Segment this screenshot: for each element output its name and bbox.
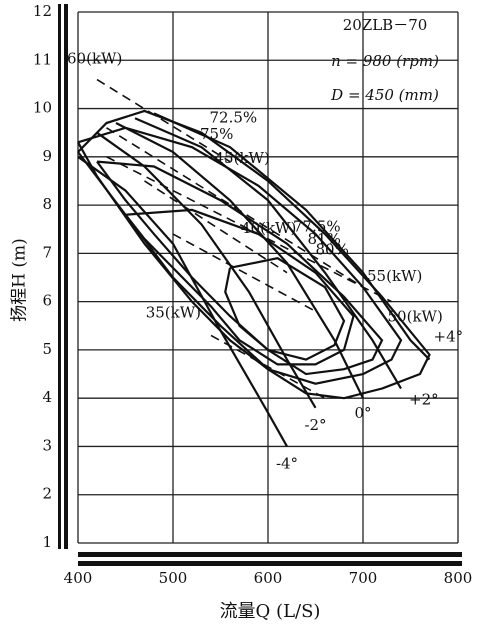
curve-label: -2°	[304, 416, 326, 434]
y-tick-label: 10	[33, 99, 52, 117]
x-tick-label: 700	[349, 569, 378, 587]
y-tick-label: 9	[42, 147, 52, 165]
curve	[106, 127, 364, 288]
curve-label: 0°	[354, 404, 371, 422]
curve	[106, 156, 392, 303]
curve	[96, 78, 231, 163]
x-tick-label: 500	[159, 569, 188, 587]
curve-label: 72.5%	[210, 109, 258, 127]
curve-label: 75%	[200, 125, 233, 143]
x-tick-label: 600	[254, 569, 283, 587]
curve	[96, 160, 384, 376]
annotation: D = 450 (mm)	[330, 86, 439, 104]
curve	[172, 233, 316, 312]
axis-bar-gap	[78, 557, 462, 561]
curve-label: 35(kW)	[146, 303, 201, 321]
curve-label: 55(kW)	[367, 267, 422, 285]
annotation: n = 980 (rpm)	[331, 52, 439, 70]
curve-label: 81%	[308, 230, 341, 248]
curve-label: 80%	[316, 241, 349, 259]
curve	[115, 122, 364, 399]
curve	[77, 109, 431, 400]
curve-label: +4°	[434, 328, 464, 346]
y-tick-label: 5	[42, 340, 52, 358]
curve	[144, 180, 288, 274]
y-tick-label: 12	[33, 2, 52, 20]
y-tick-label: 2	[42, 485, 52, 503]
curve-label: 77.5%	[293, 218, 341, 236]
curve	[77, 155, 288, 447]
y-axis-label: 扬程H (m)	[10, 238, 30, 322]
curve	[224, 257, 346, 361]
curve	[210, 334, 326, 399]
y-tick-label: 11	[33, 50, 52, 68]
x-axis-label: 流量Q (L/S)	[220, 601, 321, 622]
curve-label: +2°	[409, 391, 439, 409]
curve	[96, 131, 317, 409]
x-tick-label: 400	[64, 569, 93, 587]
curve	[153, 112, 431, 361]
y-tick-label: 7	[42, 243, 52, 261]
x-tick-label: 800	[444, 569, 473, 587]
curve-label: 60(kW)	[67, 50, 122, 68]
y-tick-label: 8	[42, 195, 52, 213]
annotation: 20ZLB－70	[343, 16, 428, 34]
curve-label: 45(kW)	[215, 149, 270, 167]
curve-label: 50(kW)	[388, 308, 443, 326]
y-tick-label: 3	[42, 436, 52, 454]
y-tick-label: 1	[42, 533, 52, 551]
curve	[77, 126, 403, 385]
curve-label: -4°	[276, 454, 298, 472]
axis-bar-gap	[61, 4, 64, 549]
y-tick-label: 4	[42, 388, 52, 406]
y-tick-label: 6	[42, 292, 52, 310]
curve-label: 40(kW)	[241, 219, 296, 237]
